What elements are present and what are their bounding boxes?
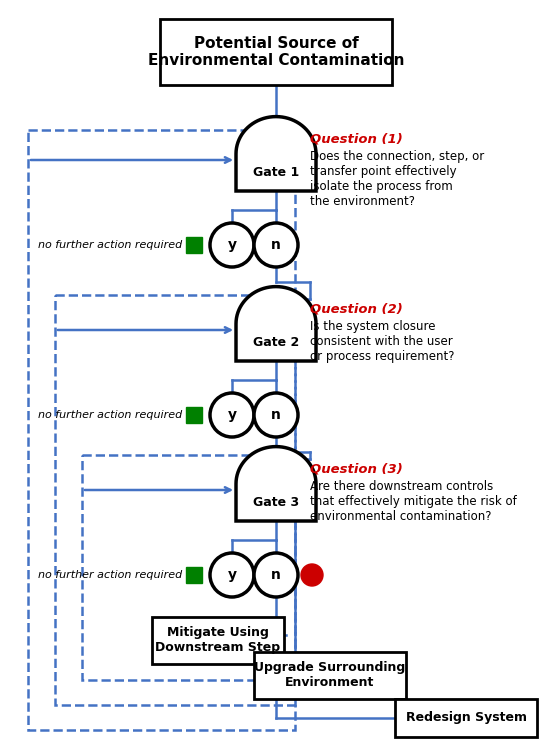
Text: Mitigate Using
Downstream Step: Mitigate Using Downstream Step <box>156 626 280 654</box>
Polygon shape <box>236 286 316 361</box>
Bar <box>186 407 202 423</box>
Text: y: y <box>227 238 236 252</box>
Text: n: n <box>271 568 281 582</box>
Circle shape <box>210 553 254 597</box>
FancyBboxPatch shape <box>160 19 392 85</box>
Text: y: y <box>227 568 236 582</box>
FancyBboxPatch shape <box>152 617 284 663</box>
Circle shape <box>210 223 254 267</box>
Polygon shape <box>236 447 316 521</box>
Text: n: n <box>271 408 281 422</box>
Circle shape <box>254 553 298 597</box>
Circle shape <box>301 564 323 586</box>
Bar <box>186 567 202 583</box>
Text: Are there downstream controls
that effectively mitigate the risk of
environmenta: Are there downstream controls that effec… <box>310 480 517 523</box>
Circle shape <box>254 223 298 267</box>
Text: Does the connection, step, or
transfer point effectively
isolate the process fro: Does the connection, step, or transfer p… <box>310 150 484 208</box>
Text: no further action required: no further action required <box>38 570 182 580</box>
Text: Redesign System: Redesign System <box>406 712 527 724</box>
Text: no further action required: no further action required <box>38 410 182 420</box>
Text: Gate 3: Gate 3 <box>253 496 299 509</box>
FancyBboxPatch shape <box>254 651 406 698</box>
Text: Upgrade Surrounding
Environment: Upgrade Surrounding Environment <box>254 661 406 689</box>
Text: Question (3): Question (3) <box>310 462 403 475</box>
Polygon shape <box>236 116 316 191</box>
Text: Potential Source of
Environmental Contamination: Potential Source of Environmental Contam… <box>148 36 404 68</box>
Text: no further action required: no further action required <box>38 240 182 250</box>
Text: Gate 2: Gate 2 <box>253 336 299 349</box>
Bar <box>186 237 202 253</box>
Circle shape <box>210 393 254 437</box>
Text: n: n <box>271 238 281 252</box>
Text: Is the system closure
consistent with the user
or process requirement?: Is the system closure consistent with th… <box>310 320 454 363</box>
Text: Question (2): Question (2) <box>310 302 403 315</box>
Text: Gate 1: Gate 1 <box>253 166 299 179</box>
Text: Question (1): Question (1) <box>310 132 403 145</box>
Circle shape <box>254 393 298 437</box>
Text: y: y <box>227 408 236 422</box>
FancyBboxPatch shape <box>395 699 537 737</box>
